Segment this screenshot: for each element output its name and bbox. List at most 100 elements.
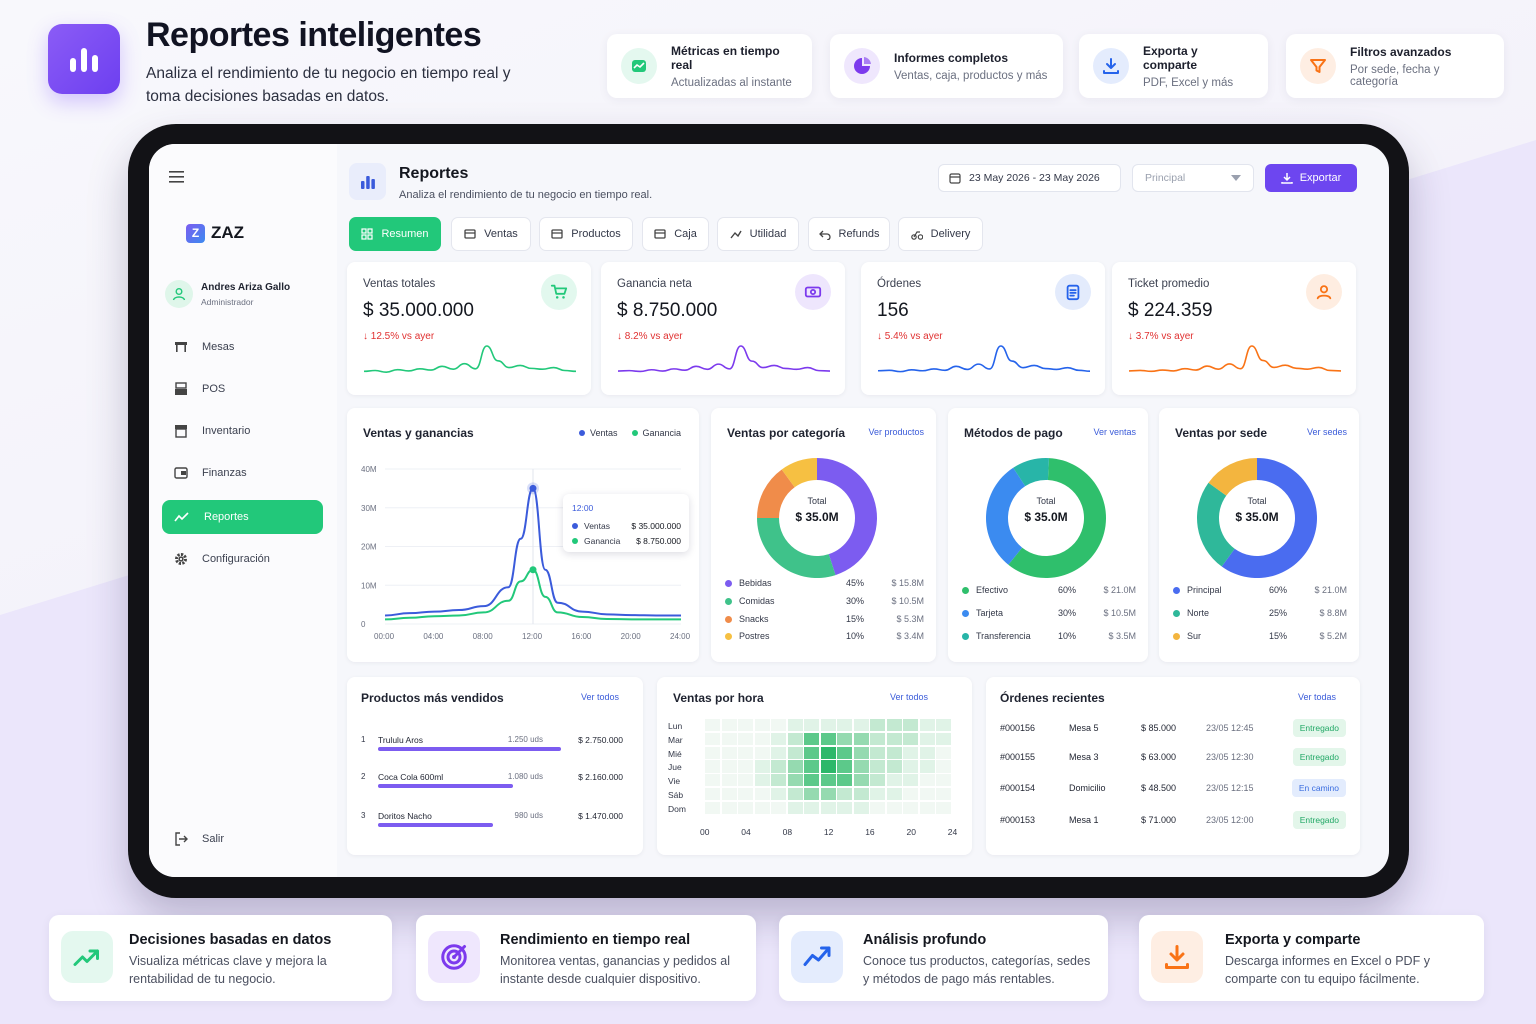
heatmap-cell[interactable] [886, 760, 902, 773]
heatmap-cell[interactable] [705, 760, 720, 773]
heatmap-cell[interactable] [903, 746, 918, 759]
heatmap-cell[interactable] [853, 746, 869, 759]
heatmap-cell[interactable] [853, 801, 869, 815]
heatmap-cell[interactable] [705, 788, 720, 801]
heatmap-cell[interactable] [705, 774, 720, 787]
heatmap-cell[interactable] [705, 746, 720, 759]
heatmap-cell[interactable] [853, 732, 869, 746]
donut-link[interactable]: Ver productos [868, 427, 924, 437]
heatmap-cell[interactable] [903, 774, 918, 787]
heatmap-cell[interactable] [721, 801, 737, 815]
heatmap-cell[interactable] [870, 732, 885, 746]
heatmap-cell[interactable] [936, 801, 951, 815]
donut-slice-postres[interactable] [781, 458, 817, 488]
donut-slice-sur[interactable] [1208, 458, 1257, 496]
heatmap-cell[interactable] [738, 732, 753, 746]
heatmap-cell[interactable] [820, 732, 836, 746]
donut-link[interactable]: Ver ventas [1093, 427, 1136, 437]
heatmap-cell[interactable] [936, 774, 951, 787]
heatmap-cell[interactable] [853, 760, 869, 773]
heatmap-cell[interactable] [837, 788, 852, 801]
heatmap-cell[interactable] [919, 719, 935, 732]
donut-chart[interactable] [948, 408, 1148, 608]
heatmap-cell[interactable] [771, 774, 786, 787]
heatmap-cell[interactable] [754, 801, 770, 815]
heatmap-cell[interactable] [936, 760, 951, 773]
nav-item-configuracion[interactable]: Configuración [162, 542, 323, 576]
tab-delivery[interactable]: Delivery [898, 217, 983, 251]
heatmap-cell[interactable] [886, 788, 902, 801]
heatmap-cell[interactable] [870, 719, 885, 732]
donut-chart[interactable] [711, 408, 936, 608]
heatmap-cell[interactable] [804, 746, 819, 759]
heatmap-cell[interactable] [870, 760, 885, 773]
heatmap-cell[interactable] [771, 719, 786, 732]
heatmap-cell[interactable] [771, 732, 786, 746]
heatmap-cell[interactable] [853, 774, 869, 787]
heatmap-cell[interactable] [804, 801, 819, 815]
heatmap-cell[interactable] [787, 732, 803, 746]
heatmap-cell[interactable] [886, 746, 902, 759]
heatmap-cell[interactable] [919, 801, 935, 815]
heatmap-cell[interactable] [820, 801, 836, 815]
heatmap-cell[interactable] [738, 774, 753, 787]
heatmap-cell[interactable] [919, 746, 935, 759]
order-row[interactable]: #000154 Domicilio $ 48.500 23/05 12:15 En ca… [986, 779, 1360, 801]
heatmap-cell[interactable] [820, 746, 836, 759]
donut-slice-comidas[interactable] [757, 518, 836, 578]
branch-select[interactable]: Principal [1132, 164, 1254, 192]
heatmap-cell[interactable] [919, 788, 935, 801]
heatmap-cell[interactable] [721, 719, 737, 732]
heatmap-cell[interactable] [771, 788, 786, 801]
heatmap-cell[interactable] [721, 760, 737, 773]
heatmap-cell[interactable] [754, 746, 770, 759]
heatmap-cell[interactable] [903, 719, 918, 732]
heatmap-cell[interactable] [705, 801, 720, 815]
order-row[interactable]: #000153 Mesa 1 $ 71.000 23/05 12:00 Entregad… [986, 811, 1360, 833]
heatmap-cell[interactable] [886, 774, 902, 787]
heatmap-cell[interactable] [853, 788, 869, 801]
date-range-picker[interactable]: 23 May 2026 - 23 May 2026 [938, 164, 1121, 192]
heatmap-cell[interactable] [771, 746, 786, 759]
export-button[interactable]: Exportar [1265, 164, 1357, 192]
donut-slice-principal[interactable] [1221, 458, 1317, 578]
donut-chart[interactable] [1159, 408, 1359, 608]
data-point-ganancia[interactable] [529, 566, 537, 574]
order-row[interactable]: #000155 Mesa 3 $ 63.000 23/05 12:30 Entregad… [986, 748, 1360, 770]
heatmap-cell[interactable] [870, 788, 885, 801]
heatmap-cell[interactable] [936, 788, 951, 801]
order-row[interactable]: #000156 Mesa 5 $ 85.000 23/05 12:45 Entregad… [986, 719, 1360, 741]
heatmap-cell[interactable] [886, 732, 902, 746]
heatmap-cell[interactable] [738, 801, 753, 815]
heatmap-cell[interactable] [721, 774, 737, 787]
menu-icon[interactable] [169, 170, 185, 188]
heatmap-cell[interactable] [870, 774, 885, 787]
heatmap-cell[interactable] [820, 788, 836, 801]
heatmap-cell[interactable] [837, 719, 852, 732]
heatmap-cell[interactable] [738, 788, 753, 801]
heatmap-cell[interactable] [754, 760, 770, 773]
heatmap-cell[interactable] [870, 746, 885, 759]
heatmap-cell[interactable] [837, 801, 852, 815]
heatmap-cell[interactable] [754, 788, 770, 801]
heatmap-cell[interactable] [804, 788, 819, 801]
heatmap-cell[interactable] [754, 719, 770, 732]
heatmap-cell[interactable] [771, 760, 786, 773]
heatmap-cell[interactable] [721, 746, 737, 759]
heatmap-cell[interactable] [787, 774, 803, 787]
donut-slice-snacks[interactable] [757, 469, 795, 518]
heatmap-cell[interactable] [853, 719, 869, 732]
tab-productos[interactable]: Productos [539, 217, 633, 251]
heatmap-cell[interactable] [936, 719, 951, 732]
heatmap-cell[interactable] [721, 788, 737, 801]
nav-item-mesas[interactable]: Mesas [162, 330, 323, 364]
heatmap-cell[interactable] [787, 788, 803, 801]
orders-link[interactable]: Ver todas [1298, 692, 1337, 702]
heatmap-cell[interactable] [705, 732, 720, 746]
donut-slice-bebidas[interactable] [817, 458, 877, 576]
donut-slice-tarjeta[interactable] [986, 467, 1026, 565]
heatmap-cell[interactable] [738, 746, 753, 759]
heatmap-cell[interactable] [903, 760, 918, 773]
nav-item-finanzas[interactable]: Finanzas [162, 456, 323, 490]
kpi-card[interactable]: Ganancia neta $ 8.750.000 ↓ 8.2% vs ayer [601, 262, 845, 395]
